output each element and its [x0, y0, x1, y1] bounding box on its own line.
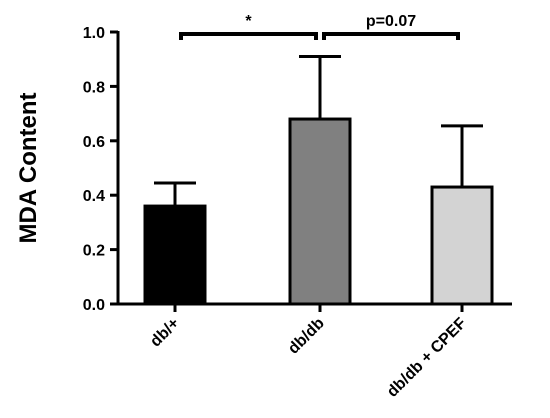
x-ticks — [173, 304, 464, 312]
category-labels: db/+ db/db db/db + CPEF — [147, 315, 470, 401]
y-tick-label: 1.0 — [83, 25, 105, 42]
y-tick-label: 0.4 — [83, 188, 105, 205]
y-tick-label: 0.2 — [83, 243, 105, 260]
bar-3 — [430, 185, 494, 306]
significance-brackets: * p=0.07 — [179, 13, 460, 40]
significance-bracket — [179, 32, 318, 40]
category-label: db/+ — [147, 315, 183, 351]
y-tick-label: 0.0 — [83, 297, 105, 314]
category-label: db/db — [285, 315, 328, 358]
significance-bracket — [322, 32, 460, 40]
error-bars — [154, 54, 483, 207]
y-tick-label: 0.8 — [83, 79, 105, 96]
significance-label: p=0.07 — [366, 13, 416, 30]
bar-1 — [143, 204, 207, 306]
bar-2 — [288, 117, 352, 306]
significance-label: * — [245, 13, 252, 30]
bars — [143, 117, 494, 306]
y-tick-label: 0.6 — [83, 134, 105, 151]
category-label: db/db + CPEF — [384, 315, 470, 401]
y-axis: 0.0 0.2 0.4 0.6 0.8 1.0 MDA Content — [15, 25, 120, 314]
y-axis-title: MDA Content — [15, 92, 42, 243]
x-axis: db/+ db/db db/db + CPEF — [116, 302, 512, 401]
y-ticks: 0.0 0.2 0.4 0.6 0.8 1.0 — [83, 25, 118, 314]
